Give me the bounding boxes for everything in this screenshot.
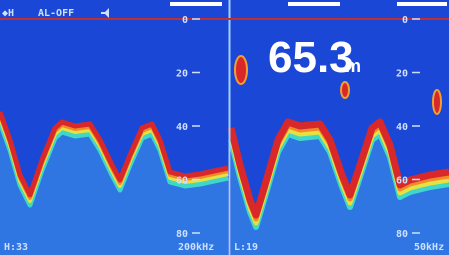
fish-echo xyxy=(341,82,349,98)
depth-scale-label: 60 xyxy=(396,176,408,187)
mode-label: ◆H xyxy=(2,8,14,19)
depth-scale-label: 60 xyxy=(176,176,188,187)
range-bar xyxy=(170,2,222,6)
depth-scale-label: 0 xyxy=(182,15,188,26)
fish-echo xyxy=(235,56,247,84)
depth-scale-label: 0 xyxy=(402,15,408,26)
depth-scale-label: 40 xyxy=(176,122,188,133)
depth-scale-label: 20 xyxy=(176,69,188,80)
frequency-label: 200kHz xyxy=(178,242,214,253)
depth-scale-label: 40 xyxy=(396,122,408,133)
depth-scale-label: 80 xyxy=(176,229,188,240)
range-bar xyxy=(397,2,447,6)
depth-scale-label: 20 xyxy=(396,69,408,80)
range-bar xyxy=(288,2,340,6)
depth-unit: m xyxy=(345,56,361,76)
frequency-label: 50kHz xyxy=(414,242,444,253)
sonar-screen: ◆H AL-OFF 65.3 m H:33 200kHz L:19 50kHz … xyxy=(0,0,449,255)
depth-value: 65.3 xyxy=(268,33,354,82)
depth-scale-label: 80 xyxy=(396,229,408,240)
fish-echo xyxy=(433,90,441,114)
gain-label: L:19 xyxy=(234,242,258,253)
alarm-label: AL-OFF xyxy=(38,8,74,19)
gain-label: H:33 xyxy=(4,242,28,253)
